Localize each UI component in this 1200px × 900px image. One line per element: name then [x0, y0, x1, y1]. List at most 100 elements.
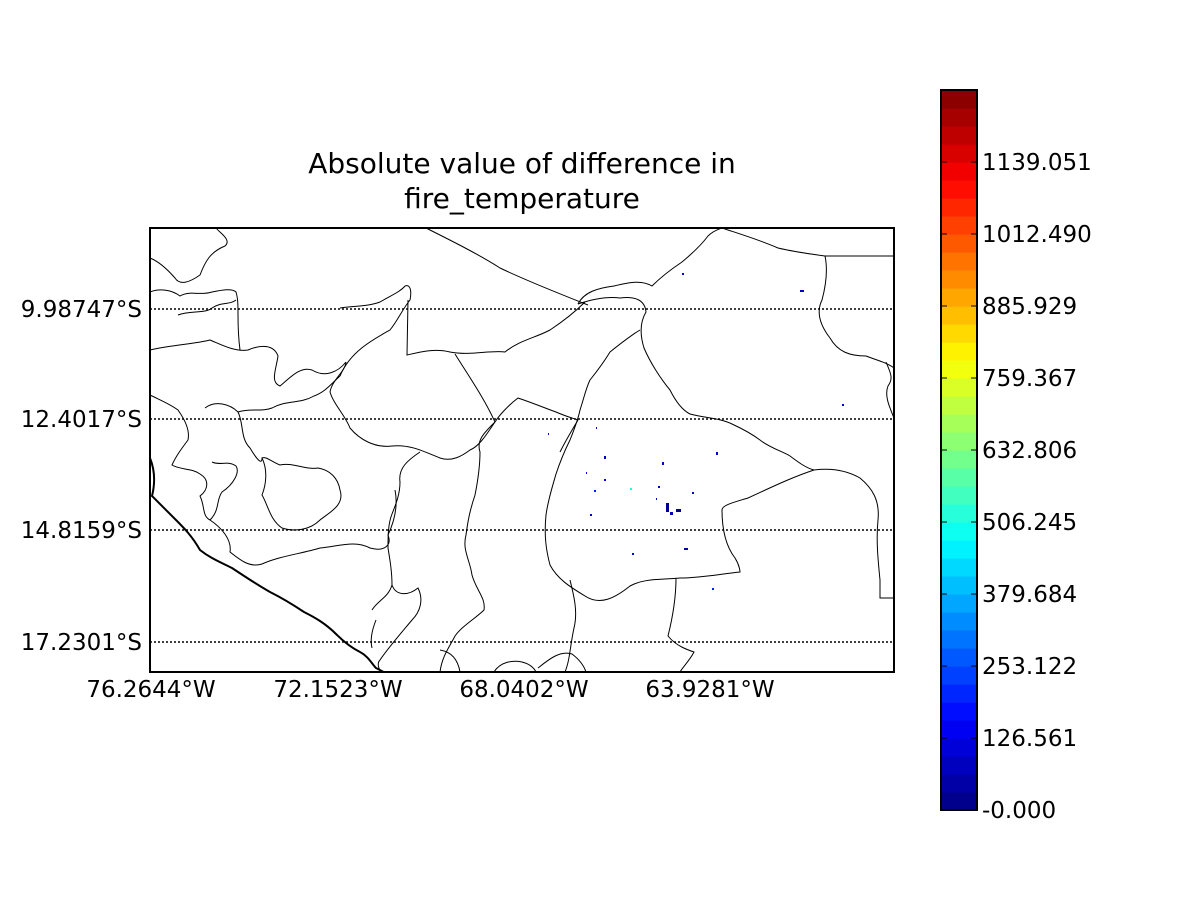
colorbar-band [941, 126, 977, 145]
chart-title-line2: fire_temperature [404, 182, 640, 215]
colorbar-band [941, 360, 977, 379]
difference-pixel [684, 548, 688, 550]
boundary-line [406, 299, 586, 356]
difference-pixel [676, 509, 681, 512]
difference-pixel [670, 512, 673, 515]
map-frame [149, 227, 895, 673]
colorbar-band [941, 468, 977, 487]
boundary-line [439, 421, 496, 673]
lat-label: 14.8159°S [21, 518, 142, 544]
colorbar-tick-label: -0.000 [982, 798, 1056, 824]
boundary-line [177, 299, 237, 316]
boundary-line [149, 339, 347, 387]
difference-pixel [716, 452, 718, 455]
lon-label: 68.0402°W [459, 677, 588, 703]
map-background [150, 228, 894, 672]
colorbar-band [941, 666, 977, 685]
colorbar-band [941, 576, 977, 595]
chart-title: Absolute value of difference in fire_tem… [150, 146, 894, 216]
boundary-line [667, 577, 695, 673]
colorbar-band [941, 594, 977, 613]
boundary-line [577, 227, 723, 305]
lon-axis-labels: 76.2644°W 72.1523°W 68.0402°W 63.9281°W [86, 677, 774, 703]
difference-pixel [692, 492, 694, 494]
difference-pixel [842, 404, 844, 406]
colorbar-band [941, 378, 977, 397]
boundary-line [329, 361, 496, 460]
colorbar-band [941, 162, 977, 181]
colorbar-band [941, 108, 977, 127]
colorbar-band [941, 234, 977, 253]
colorbar-band [941, 324, 977, 343]
colorbar-band [941, 522, 977, 541]
colorbar-ticks: -0.000 126.561 253.122 379.684 506.245 632.80… [941, 150, 1092, 824]
colorbar-band [941, 774, 977, 793]
colorbar-band [941, 702, 977, 721]
colorbar-band [941, 198, 977, 217]
boundary-line [425, 227, 589, 306]
boundary-line [559, 419, 579, 453]
colorbar-band [941, 414, 977, 433]
colorbar-band [941, 396, 977, 415]
chart-title-line1: Absolute value of difference in [308, 147, 736, 180]
boundary-line [237, 375, 341, 413]
colorbar-bands [941, 90, 977, 811]
difference-pixel [682, 273, 684, 275]
boundary-line [493, 660, 537, 673]
colorbar-band [941, 144, 977, 163]
boundary-line [577, 297, 815, 471]
lat-label: 9.98747°S [21, 297, 142, 323]
colorbar-tick-label: 1012.490 [982, 222, 1092, 248]
difference-pixel [596, 427, 597, 429]
colorbar-tick-label: 126.561 [982, 726, 1077, 752]
colorbar-band [941, 720, 977, 739]
colorbar-band [941, 630, 977, 649]
colorbar-band [941, 504, 977, 523]
colorbar-band [941, 342, 977, 361]
colorbar-band [941, 738, 977, 757]
map-panel [149, 227, 895, 673]
colorbar-tick-label: 1139.051 [982, 150, 1092, 176]
difference-pixel [658, 486, 660, 488]
boundary-line [564, 579, 577, 673]
colorbar-tick-label: 885.929 [982, 294, 1077, 320]
colorbar-band [941, 450, 977, 469]
boundary-line [204, 403, 263, 462]
difference-pixel [666, 503, 669, 512]
lat-gridlines [150, 308, 894, 643]
boundary-line [339, 285, 412, 377]
colorbar-tick-label: 253.122 [982, 654, 1077, 680]
lat-axis-labels: 9.98747°S 12.4017°S 14.8159°S 17.2301°S [21, 297, 142, 656]
boundary-line [721, 227, 894, 257]
lon-label: 76.2644°W [86, 677, 215, 703]
difference-pixel [594, 490, 596, 492]
colorbar-band [941, 306, 977, 325]
colorbar-band [941, 216, 977, 235]
lat-label: 17.2301°S [21, 630, 142, 656]
boundary-line [439, 649, 461, 673]
lon-label: 72.1523°W [273, 677, 402, 703]
boundary-line [261, 457, 342, 531]
colorbar-band [941, 90, 977, 109]
colorbar-band [941, 288, 977, 307]
boundary-line [494, 397, 579, 423]
difference-pixel [604, 456, 606, 459]
difference-pixel [590, 514, 592, 516]
lat-label: 12.4017°S [21, 407, 142, 433]
boundary-line [370, 619, 377, 649]
colorbar-band [941, 648, 977, 667]
difference-pixels [548, 273, 844, 590]
difference-pixel [548, 433, 549, 435]
colorbar-band [941, 612, 977, 631]
colorbar-band [941, 684, 977, 703]
colorbar-band [941, 252, 977, 271]
difference-pixel [632, 553, 634, 555]
boundary-line [371, 584, 393, 611]
difference-pixel [712, 588, 714, 590]
boundary-line [149, 227, 228, 283]
colorbar-band [941, 756, 977, 775]
difference-pixel [604, 479, 606, 481]
boundary-line [818, 255, 895, 369]
boundary-line [149, 289, 241, 351]
